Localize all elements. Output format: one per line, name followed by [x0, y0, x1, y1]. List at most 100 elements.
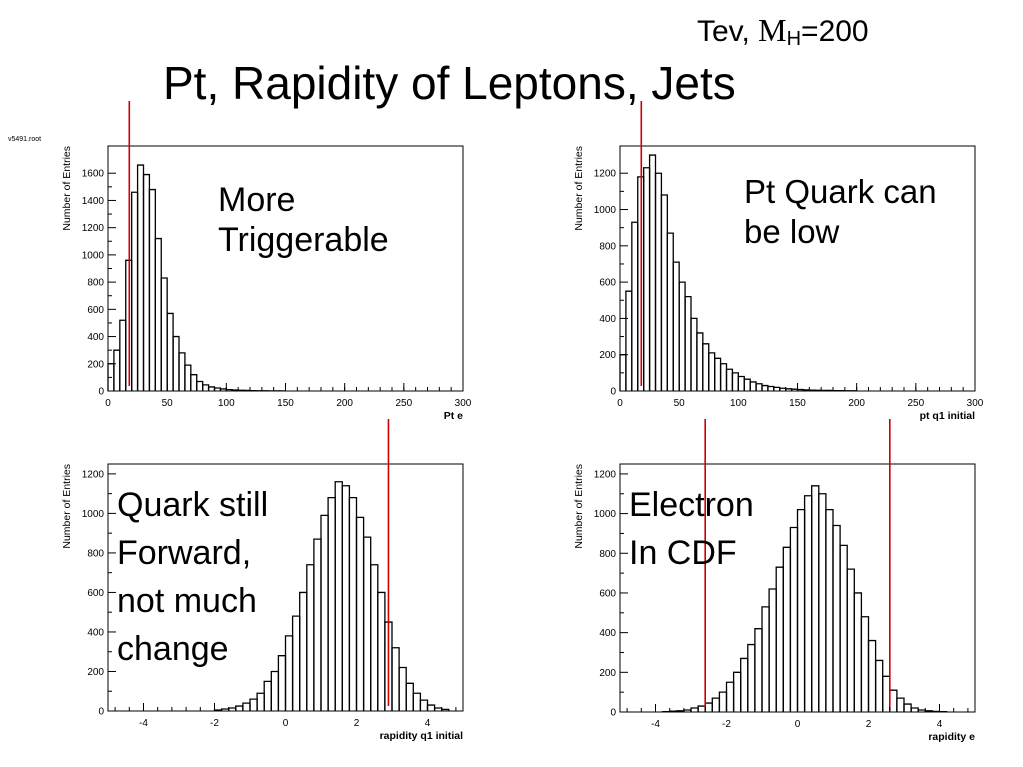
histogram-bin: [754, 628, 763, 712]
y-tick-label: 1200: [82, 223, 105, 234]
histogram-bin: [775, 566, 784, 712]
x-axis-label: pt q1 initial: [920, 410, 976, 422]
x-tick-label: 300: [967, 398, 984, 409]
note-line: Triggerable: [218, 221, 389, 259]
note-line: Forward,: [117, 534, 252, 572]
x-axis-label: rapidity e: [928, 731, 975, 743]
histogram-bin: [882, 675, 891, 712]
x-tick-label: -4: [651, 719, 660, 730]
y-tick-label: 0: [610, 387, 616, 398]
histogram-bin: [718, 691, 728, 712]
note-line: More: [218, 181, 296, 219]
y-tick-label: 800: [599, 241, 616, 252]
note-pt-e: More Triggerable: [218, 180, 389, 260]
note-line: Quark still: [117, 486, 269, 524]
y-tick-label: 1000: [82, 509, 105, 520]
histogram-bin: [789, 526, 799, 712]
x-tick-label: 0: [105, 398, 111, 409]
y-tick-label: 1200: [594, 469, 617, 480]
x-tick-label: 50: [674, 398, 686, 409]
x-tick-label: 200: [848, 398, 865, 409]
y-tick-label: 200: [599, 350, 616, 361]
histogram-bin: [889, 689, 898, 712]
histogram-bin: [725, 681, 735, 712]
histogram-bin: [803, 495, 813, 712]
y-tick-label: 200: [87, 667, 104, 678]
y-tick-label: 400: [599, 628, 616, 639]
x-tick-label: 0: [283, 718, 289, 729]
y-tick-label: 1000: [82, 250, 105, 261]
histogram-bin: [796, 508, 806, 712]
x-tick-label: 150: [277, 398, 294, 409]
histogram-bin: [747, 643, 756, 712]
y-tick-label: 1600: [82, 169, 105, 180]
histogram-bin: [761, 606, 770, 712]
x-tick-label: 0: [795, 719, 801, 730]
mass-symbol: M: [758, 12, 787, 48]
y-tick-label: 600: [87, 588, 104, 599]
x-tick-label: 250: [395, 398, 412, 409]
histogram-bin: [825, 508, 834, 712]
histogram-bin: [818, 493, 827, 712]
note-pt-q1: Pt Quark can be low: [744, 172, 937, 252]
x-tick-label: 0: [617, 398, 623, 409]
x-axis-label: Pt e: [444, 410, 463, 422]
file-label: v5491.root: [8, 136, 42, 143]
histogram-bin: [860, 616, 870, 712]
y-tick-label: 200: [87, 359, 104, 370]
y-tick-label: 800: [87, 278, 104, 289]
histogram-bin: [704, 702, 713, 712]
note-rapidity-q1: Quark still Forward, not much change: [117, 481, 268, 673]
y-tick-label: 800: [599, 549, 616, 560]
x-tick-label: 200: [336, 398, 353, 409]
energy-label: Tev, MH=200: [697, 12, 869, 51]
x-tick-label: 2: [354, 718, 360, 729]
x-tick-label: 4: [425, 718, 431, 729]
note-line: Pt Quark can: [744, 173, 937, 210]
x-tick-label: 150: [789, 398, 806, 409]
histogram-bin: [768, 588, 777, 712]
y-tick-label: 1200: [594, 169, 617, 180]
y-tick-label: 600: [599, 588, 616, 599]
y-tick-label: 1200: [82, 469, 105, 480]
y-tick-label: 600: [599, 278, 616, 289]
y-axis-label: Number of Entries: [61, 146, 73, 231]
note-line: Electron: [629, 486, 754, 524]
note-line: not much: [117, 582, 257, 620]
y-tick-label: 600: [87, 305, 104, 316]
mass-subscript: H: [786, 28, 802, 50]
histogram-bin: [740, 657, 749, 712]
y-tick-label: 0: [610, 708, 616, 719]
y-tick-label: 400: [87, 627, 104, 638]
note-rapidity-e: Electron In CDF: [629, 481, 754, 577]
histogram-bin: [732, 671, 742, 712]
y-axis-label: Number of Entries: [573, 464, 585, 549]
note-line: be low: [744, 213, 840, 250]
histogram-bin: [896, 697, 905, 712]
y-tick-label: 1000: [594, 509, 617, 520]
x-tick-label: 100: [730, 398, 747, 409]
y-tick-label: 1000: [594, 205, 617, 216]
histogram-bin: [697, 705, 706, 712]
histogram-bin: [832, 524, 841, 712]
y-tick-label: 400: [87, 332, 104, 343]
y-tick-label: 0: [98, 387, 104, 398]
x-tick-label: -2: [722, 719, 731, 730]
histogram-bin: [931, 710, 941, 713]
x-tick-label: 300: [455, 398, 472, 409]
energy-value: =200: [801, 15, 869, 48]
histogram-bin: [811, 485, 820, 712]
y-tick-label: 400: [599, 314, 616, 325]
y-tick-label: 800: [87, 548, 104, 559]
histogram-bin: [846, 568, 855, 712]
y-tick-label: 1400: [82, 196, 105, 207]
y-axis-label: Number of Entries: [573, 146, 585, 231]
histogram-bin: [867, 639, 877, 712]
energy-prefix: Tev,: [697, 15, 759, 48]
histogram-bin: [782, 546, 792, 712]
x-tick-label: -2: [210, 718, 219, 729]
